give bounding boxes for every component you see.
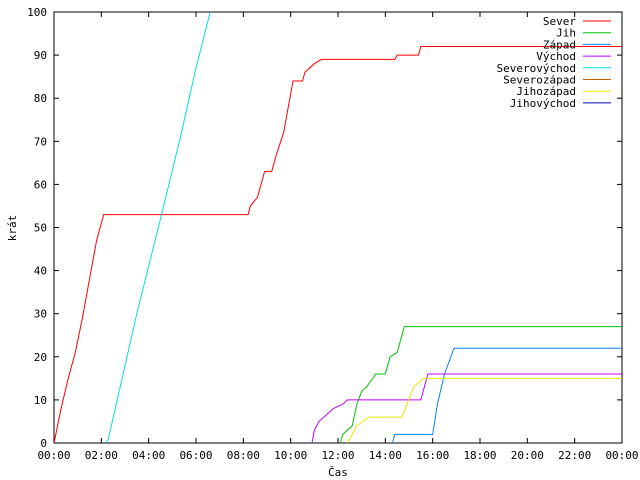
y-tick-label: 0 — [40, 437, 47, 450]
x-tick-label: 08:00 — [227, 449, 260, 462]
x-axis-label: Čas — [328, 466, 348, 479]
x-tick-label: 20:00 — [511, 449, 544, 462]
y-tick-label: 80 — [34, 92, 47, 105]
x-tick-label: 04:00 — [132, 449, 165, 462]
x-tick-label: 10:00 — [274, 449, 307, 462]
y-tick-label: 60 — [34, 178, 47, 191]
series-line-0 — [54, 46, 622, 443]
y-axis-label: krát — [6, 215, 19, 242]
legend-label: Severovýchod — [497, 62, 576, 75]
y-tick-label: 100 — [27, 6, 47, 19]
series-line-6 — [347, 377, 622, 443]
series-layer — [54, 12, 622, 443]
y-tick-label: 50 — [34, 222, 47, 235]
x-tick-label: 16:00 — [416, 449, 449, 462]
x-tick-label: 00:00 — [605, 449, 638, 462]
y-tick-label: 90 — [34, 49, 47, 62]
series-line-3 — [311, 373, 622, 443]
y-tick-label: 30 — [34, 308, 47, 321]
legend-label: Jih — [556, 27, 576, 40]
y-tick-label: 70 — [34, 135, 47, 148]
x-tick-label: 22:00 — [558, 449, 591, 462]
series-line-4 — [105, 12, 211, 443]
legend-label: Sever — [543, 15, 576, 28]
x-tick-label: 14:00 — [369, 449, 402, 462]
series-line-2 — [391, 347, 622, 443]
legend-label: Jihovýchod — [510, 97, 576, 110]
x-tick-label: 00:00 — [37, 449, 70, 462]
series-line-1 — [339, 326, 622, 443]
x-tick-label: 06:00 — [179, 449, 212, 462]
axes: 0 10 20 30 40 50 60 70 80 90 100 00:00 02:00 04:00 06:… — [27, 6, 638, 462]
legend-label: Západ — [543, 38, 576, 51]
legend-label: Východ — [536, 50, 576, 63]
y-tick-label: 20 — [34, 351, 47, 364]
x-tick-label: 02:00 — [85, 449, 118, 462]
legend: SeverJihZápadVýchodSeverovýchodSeverozáp… — [497, 15, 611, 110]
y-tick-label: 10 — [34, 394, 47, 407]
y-tick-label: 40 — [34, 265, 47, 278]
legend-label: Jihozápad — [516, 85, 576, 98]
legend-label: Severozápad — [503, 74, 576, 87]
x-tick-label: 18:00 — [463, 449, 496, 462]
x-tick-label: 12:00 — [321, 449, 354, 462]
